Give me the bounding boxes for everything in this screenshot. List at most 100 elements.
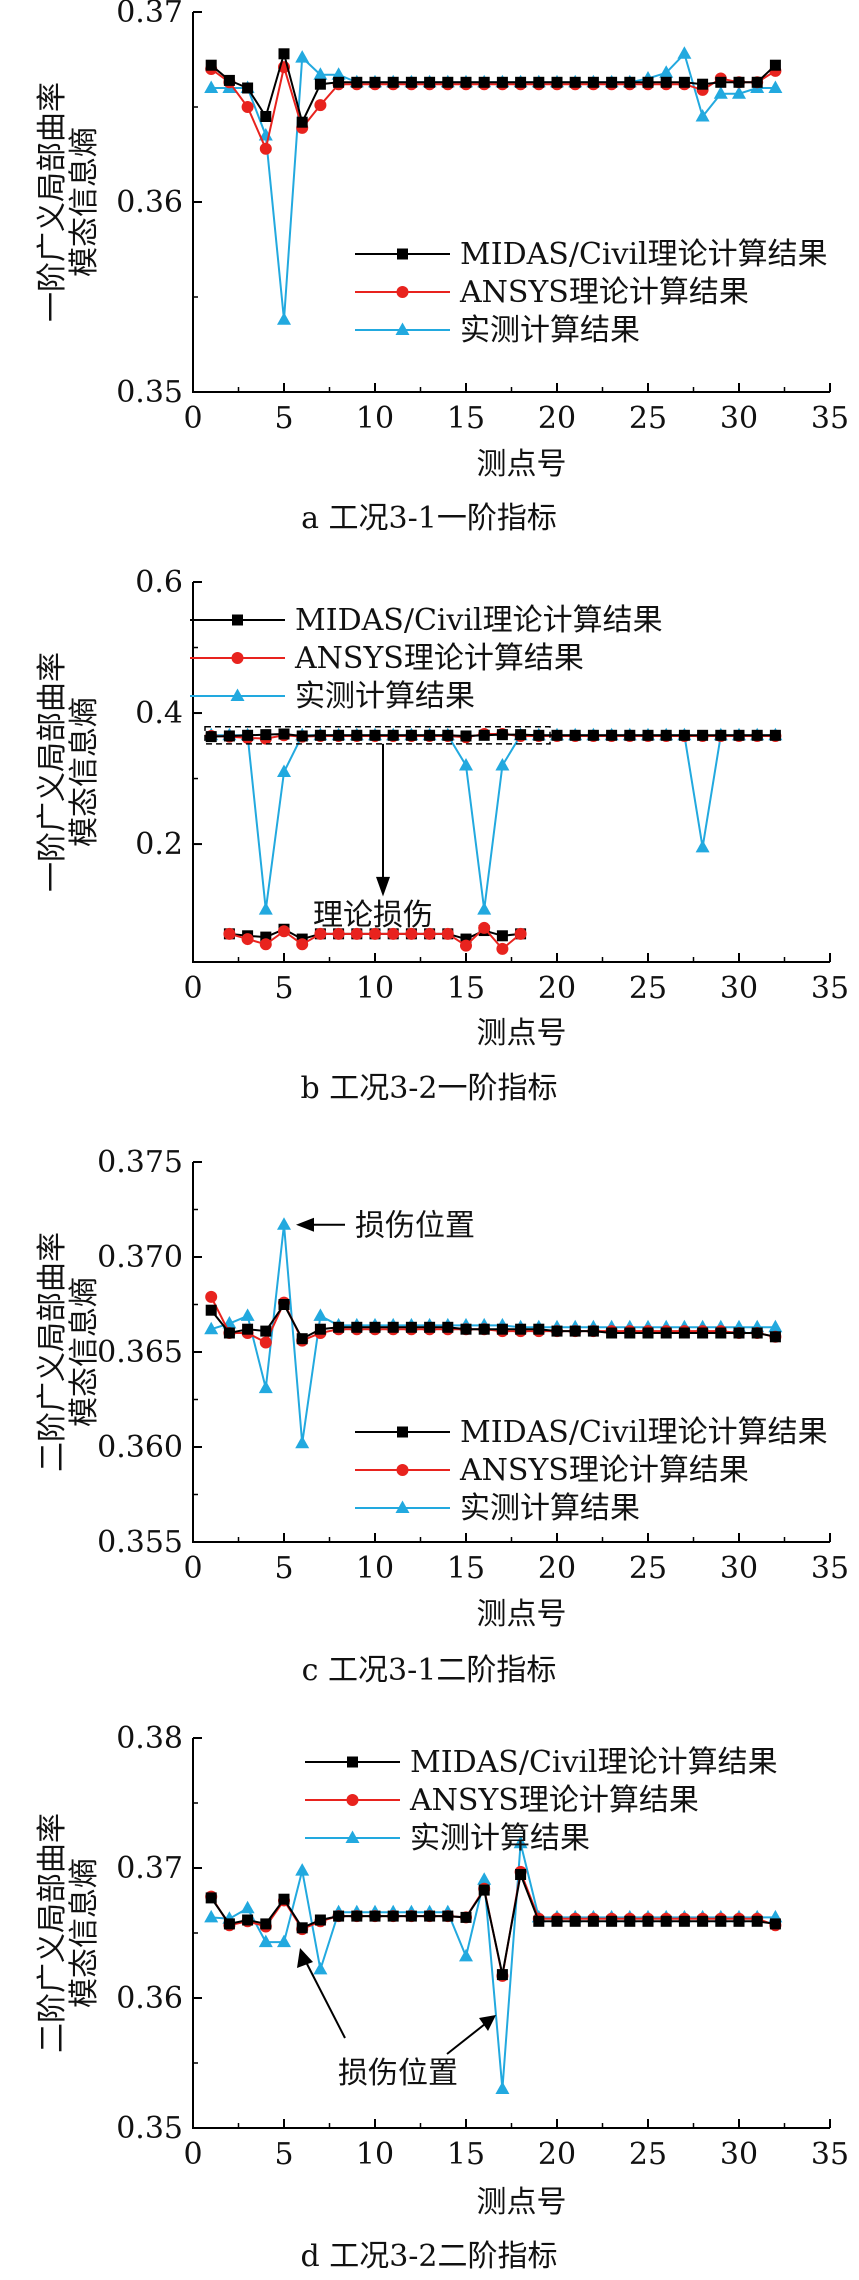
legend-label-measured: 实测计算结果	[410, 1821, 590, 1856]
data-point-midas	[369, 76, 381, 88]
data-point-midas	[405, 76, 417, 88]
legend-label-midas: MIDAS/Civil理论计算结果	[410, 1745, 778, 1780]
data-point-midas	[733, 1915, 745, 1927]
panel-caption: a 工况3-1一阶指标	[301, 501, 557, 536]
data-point-midas	[223, 1918, 235, 1930]
chart-panel-a: 0 5 10 15 20 25 30 35 0.35 0.36 0.37 测点号 一阶广义局部曲率模态信…	[35, 0, 849, 536]
x-tick-label: 20	[538, 971, 576, 1006]
annotation-label: 理论损伤	[313, 898, 433, 933]
data-point-midas	[769, 1331, 781, 1343]
data-point-midas	[387, 1910, 399, 1922]
x-tick-label: 20	[538, 401, 576, 436]
data-point-theory-damage-ansys	[259, 938, 272, 951]
y-tick-label: 0.370	[97, 1240, 183, 1275]
data-point-midas	[278, 48, 290, 60]
x-tick-label: 25	[629, 971, 667, 1006]
y-tick-label: 0.355	[97, 1525, 183, 1560]
legend-marker-ansys	[346, 1794, 359, 1806]
data-point-measured	[277, 312, 291, 325]
legend-marker-midas	[397, 248, 408, 260]
data-point-midas	[642, 1915, 654, 1927]
data-point-theory-damage-ansys	[478, 921, 491, 934]
data-point-midas	[606, 1915, 618, 1927]
x-tick-label: 10	[356, 401, 394, 436]
data-point-theory-damage-midas	[460, 933, 472, 945]
series-line-measured	[211, 1843, 776, 2090]
data-point-midas	[442, 729, 454, 741]
data-point-measured	[313, 1961, 328, 1975]
data-point-midas	[678, 1327, 690, 1339]
data-point-midas	[569, 76, 581, 88]
data-point-measured	[204, 80, 219, 93]
data-point-midas	[642, 1327, 654, 1339]
x-axis-title: 测点号	[477, 1597, 567, 1632]
x-tick-label: 35	[811, 2137, 849, 2172]
data-point-measured	[477, 1872, 492, 1885]
x-tick-label: 25	[629, 1551, 667, 1586]
data-point-midas	[697, 1915, 709, 1927]
x-tick-label: 25	[629, 2137, 667, 2172]
data-point-midas	[223, 1327, 235, 1339]
data-point-ansys	[259, 1336, 272, 1349]
data-point-midas	[260, 1325, 272, 1337]
data-point-midas	[223, 74, 235, 86]
series-line-measured	[211, 734, 776, 910]
data-point-midas	[242, 729, 254, 741]
legend-label-ansys: ANSYS理论计算结果	[409, 1783, 699, 1818]
data-point-midas	[533, 1915, 545, 1927]
x-tick-label: 0	[183, 2137, 202, 2172]
data-point-midas	[769, 729, 781, 741]
data-point-measured	[677, 46, 692, 59]
data-point-theory-damage-ansys	[441, 927, 454, 940]
data-point-measured	[313, 1308, 328, 1321]
data-point-midas	[205, 1304, 217, 1316]
data-point-midas	[351, 76, 363, 88]
data-point-midas	[496, 76, 508, 88]
data-point-midas	[478, 729, 490, 741]
data-point-midas	[223, 730, 235, 742]
data-point-midas	[642, 729, 654, 741]
data-point-theory-damage-ansys	[387, 927, 400, 940]
data-point-midas	[569, 1325, 581, 1337]
data-point-theory-damage-ansys	[350, 927, 363, 940]
y-tick-label: 0.360	[97, 1430, 183, 1465]
data-point-measured	[713, 86, 728, 99]
data-point-midas	[587, 1915, 599, 1927]
data-point-midas	[515, 76, 527, 88]
annotation-arrow	[305, 1961, 346, 2039]
data-point-midas	[642, 76, 654, 88]
data-point-midas	[660, 1327, 672, 1339]
y-tick-label: 0.38	[116, 1721, 183, 1756]
data-point-measured	[295, 1435, 310, 1449]
data-point-midas	[205, 59, 217, 71]
chart-panel-c: 0 5 10 15 20 25 30 35 0.355 0.360 0.365 0.370 0.375 测…	[35, 1145, 849, 1688]
data-point-measured	[495, 2081, 510, 2094]
data-point-midas	[314, 1914, 326, 1926]
data-point-midas	[606, 1327, 618, 1339]
x-tick-label: 0	[183, 1551, 202, 1586]
data-point-measured	[459, 757, 473, 771]
data-point-ansys	[259, 142, 272, 155]
data-point-midas	[405, 1321, 417, 1333]
x-tick-label: 20	[538, 2137, 576, 2172]
legend-marker-measured	[230, 688, 245, 701]
data-point-midas	[442, 1910, 454, 1922]
data-point-midas	[387, 729, 399, 741]
series-line-ansys	[210, 1296, 776, 1344]
y-axis-title-line1: 二阶广义局部曲率	[35, 1232, 70, 1472]
data-point-midas	[314, 78, 326, 90]
data-point-midas	[606, 729, 618, 741]
data-point-ansys	[205, 1290, 218, 1303]
data-point-midas	[678, 76, 690, 88]
data-point-midas	[278, 728, 290, 740]
data-point-midas	[460, 730, 472, 742]
data-point-midas	[769, 1918, 781, 1930]
x-tick-label: 0	[183, 971, 202, 1006]
data-point-midas	[715, 1327, 727, 1339]
x-axis-title: 测点号	[477, 447, 567, 482]
y-tick-label: 0.37	[116, 1851, 183, 1886]
legend-label-measured: 实测计算结果	[460, 1491, 640, 1526]
data-point-midas	[587, 1325, 599, 1337]
chart-panel-d: 0 5 10 15 20 25 30 35 0.35 0.36 0.37 0.38 测点号 二阶广义局部曲…	[35, 1721, 849, 2274]
